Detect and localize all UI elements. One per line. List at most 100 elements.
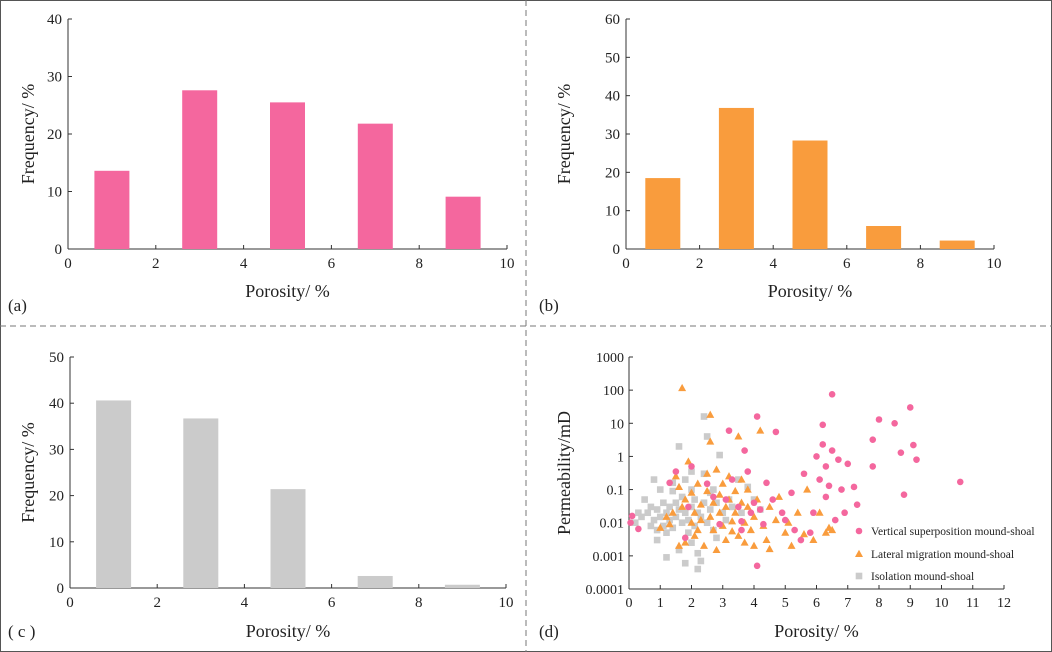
x-tick-label-c: 2 [153,595,161,611]
x-tick-label-d: 3 [719,596,726,611]
circle-point-15 [738,518,745,525]
triangle-point-20 [700,541,708,549]
square-point-21 [672,513,680,521]
x-tick-label-c: 6 [328,595,336,611]
x-tick-label-b: 2 [696,256,704,272]
triangle-point-69 [821,528,830,536]
x-tick-label-c: 8 [415,595,423,611]
triangle-point-52 [750,541,758,549]
bar-b-3 [866,226,902,249]
y-tick-label-b: 30 [605,127,620,143]
triangle-point-23 [706,410,715,418]
triangle-point-30 [715,490,724,498]
square-point-46 [706,506,714,513]
panel-label-c: ( c ) [8,622,35,641]
circle-point-0 [627,519,634,527]
triangle-point-1 [662,512,671,520]
triangle-point-26 [709,525,718,534]
circle-point-32 [797,536,805,544]
y-tick-label-b: 20 [605,165,620,181]
bar-a-2 [270,102,305,249]
circle-point-42 [825,482,833,490]
legend-label-1: Lateral migration mound-shoal [871,549,1014,561]
square-point-64 [653,536,661,544]
x-tick-label-c: 4 [241,595,249,611]
circle-point-19 [747,509,755,517]
triangle-point-31 [715,508,724,516]
triangle-point-22 [703,486,712,495]
y-tick-label-d: 0.0001 [586,583,625,598]
y-tick-label-d: 0.001 [593,550,625,565]
circle-point-39 [819,441,827,448]
circle-point-4 [672,468,680,475]
square-point-40 [697,557,705,565]
y-tick-label-b: 0 [613,242,621,258]
square-point-35 [691,522,698,530]
circle-point-12 [725,427,733,434]
series-circle [627,390,964,570]
x-tick-label-a: 10 [500,256,515,272]
circle-point-8 [703,480,711,488]
triangle-point-27 [709,498,718,506]
square-point-43 [700,499,708,507]
square-point-13 [660,522,667,530]
y-tick-label-b: 50 [605,50,620,66]
bar-b-0 [645,178,681,249]
square-point-7 [650,516,658,524]
square-point-8 [650,476,658,483]
triangle-point-47 [740,538,749,546]
square-point-16 [663,529,670,536]
square-point-44 [703,519,711,527]
x-tick-label-b: 8 [917,256,925,272]
circle-point-37 [816,476,823,483]
chart-d: 0 1 2 3 4 5 6 7 8 9 10 11 120.00010.0010.010.1110100… [539,351,1035,641]
circle-point-43 [828,390,836,398]
triangle-point-7 [678,383,687,392]
square-point-56 [728,503,736,511]
chart-a: 0 2 4 6 8 10 0 10 20 30 40 Porosity/ % Frequency/ % (… [8,12,515,315]
triangle-point-12 [687,518,696,526]
square-point-53 [719,509,727,517]
bar-c-0 [96,400,132,588]
x-tick-label-a: 8 [415,256,423,272]
circle-point-31 [791,526,798,534]
legend-label-0: Vertical superposition mound-shoal [871,526,1035,538]
circle-point-6 [685,503,692,511]
circle-point-36 [813,453,820,460]
square-point-63 [681,559,689,567]
circle-point-46 [835,456,842,463]
triangle-point-65 [800,530,808,538]
square-point-19 [669,487,677,495]
triangle-point-54 [756,426,765,434]
x-tick-label-d: 8 [876,596,883,611]
chart-b: 0 2 4 6 8 10 0 10 20 30 40 50 60 Porosity/ % Frequency… [539,12,1002,315]
square-point-65 [694,565,702,573]
x-tick-label-b: 10 [987,256,1002,272]
triangle-point-5 [675,541,683,549]
square-point-30 [685,516,692,524]
y-tick-label-c: 20 [49,489,64,505]
square-point-41 [700,413,708,420]
legend-marker-0 [855,527,863,535]
triangle-point-40 [731,486,740,495]
x-tick-label-d: 6 [813,596,820,611]
circle-point-25 [763,479,770,487]
triangle-point-14 [690,531,699,539]
x-axis-title-b: Porosity/ % [768,281,853,301]
circle-point-26 [769,496,777,503]
triangle-point-6 [675,482,683,490]
triangle-point-11 [684,457,693,465]
bar-a-0 [94,170,130,249]
circle-point-11 [722,496,730,503]
circle-point-17 [741,447,748,454]
square-point-54 [722,516,730,524]
triangle-point-8 [678,502,687,510]
circle-point-50 [850,483,858,491]
square-point-6 [647,503,655,511]
circle-point-41 [822,493,830,501]
circle-point-57 [900,491,908,499]
x-tick-label-c: 0 [66,595,74,611]
circle-point-34 [806,529,814,536]
triangle-point-29 [712,545,721,554]
